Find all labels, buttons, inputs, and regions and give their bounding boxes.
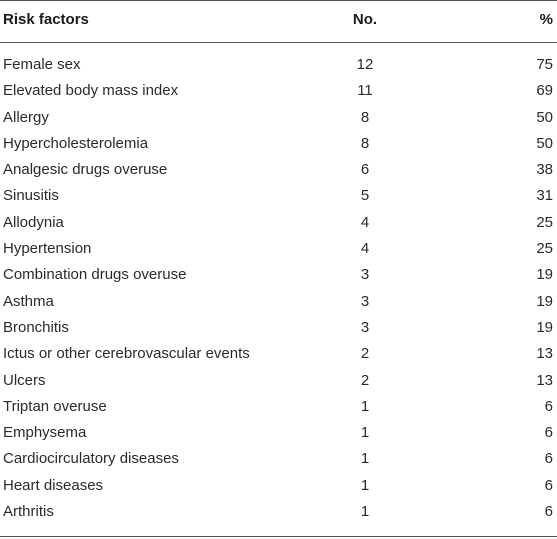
count-cell: 3 [360, 292, 370, 310]
risk-factor-cell: Combination drugs overuse [3, 266, 187, 284]
table-row: Analgesic drugs overuse 6 38 [0, 158, 557, 184]
count-cell: 1 [360, 424, 370, 442]
table-row: Hypercholesterolemia 8 50 [0, 132, 557, 158]
count-cell: 2 [360, 371, 370, 389]
risk-factor-cell: Female sex [3, 56, 81, 73]
count-cell: 5 [360, 187, 370, 205]
percent-cell: 6 [544, 450, 553, 468]
percent-cell: 19 [536, 266, 553, 284]
count-cell: 1 [360, 397, 370, 415]
table-row: Asthma 3 19 [0, 290, 557, 316]
count-cell: 12 [356, 56, 374, 73]
risk-factor-cell: Sinusitis [3, 187, 59, 205]
percent-cell: 6 [544, 503, 553, 521]
percent-cell: 25 [536, 213, 553, 231]
percent-cell: 31 [536, 187, 553, 205]
table-row: Bronchitis 3 19 [0, 316, 557, 342]
risk-factor-cell: Hypercholesterolemia [3, 134, 149, 152]
percent-cell: 69 [536, 82, 553, 100]
risk-factor-cell: Allergy [3, 108, 49, 126]
percent-cell: 50 [536, 134, 553, 152]
percent-cell: 19 [536, 318, 553, 336]
table-row: Triptan overuse 1 6 [0, 395, 557, 421]
table-bottom-rule [0, 536, 557, 537]
table-row: Combination drugs overuse 3 19 [0, 263, 557, 289]
count-cell: 8 [360, 108, 370, 126]
count-cell: 3 [360, 266, 370, 284]
risk-factor-cell: Triptan overuse [3, 397, 107, 415]
risk-factor-cell: Heart diseases [3, 476, 104, 494]
table-row: Arthritis 1 6 [0, 500, 557, 526]
percent-cell: 50 [536, 108, 553, 126]
risk-factor-cell: Analgesic drugs overuse [3, 161, 168, 179]
table-header: Risk factors No. % [0, 0, 557, 42]
percent-cell: 38 [536, 161, 553, 179]
header-risk-factors: Risk factors [3, 11, 89, 28]
percent-cell: 13 [536, 371, 553, 389]
risk-factor-cell: Asthma [3, 292, 54, 310]
count-cell: 11 [357, 82, 373, 100]
table-row: Emphysema 1 6 [0, 421, 557, 447]
count-cell: 4 [360, 213, 370, 231]
header-percent: % [539, 11, 553, 28]
header-no: No. [352, 11, 378, 28]
table-body: Female sex 12 75 Elevated body mass inde… [0, 53, 557, 526]
percent-cell: 6 [544, 424, 553, 442]
table-row: Allodynia 4 25 [0, 211, 557, 237]
header-divider-rule [0, 42, 557, 43]
count-cell: 1 [360, 450, 370, 468]
risk-factor-cell: Ulcers [3, 371, 46, 389]
table-row: Allergy 8 50 [0, 106, 557, 132]
table-row: Ictus or other cerebrovascular events 2 … [0, 342, 557, 368]
risk-factor-cell: Elevated body mass index [3, 82, 179, 100]
risk-factor-cell: Emphysema [3, 424, 87, 442]
percent-cell: 6 [544, 476, 553, 494]
table-row: Sinusitis 5 31 [0, 184, 557, 210]
percent-cell: 13 [536, 345, 553, 363]
table-top-rule [0, 0, 557, 1]
percent-cell: 19 [536, 292, 553, 310]
table-row: Female sex 12 75 [0, 53, 557, 79]
count-cell: 1 [360, 476, 370, 494]
count-cell: 1 [360, 503, 370, 521]
risk-factor-cell: Hypertension [3, 240, 92, 258]
percent-cell: 6 [544, 397, 553, 415]
count-cell: 8 [360, 134, 370, 152]
risk-factor-cell: Bronchitis [3, 318, 69, 336]
count-cell: 4 [360, 240, 370, 258]
count-cell: 2 [360, 345, 370, 363]
risk-factor-cell: Cardiocirculatory diseases [3, 450, 179, 468]
count-cell: 3 [360, 318, 370, 336]
risk-factor-cell: Ictus or other cerebrovascular events [3, 345, 250, 363]
table-row: Ulcers 2 13 [0, 369, 557, 395]
count-cell: 6 [360, 161, 370, 179]
risk-factor-cell: Arthritis [3, 503, 54, 521]
percent-cell: 75 [536, 56, 553, 73]
percent-cell: 25 [536, 240, 553, 258]
table-row: Heart diseases 1 6 [0, 474, 557, 500]
table-row: Cardiocirculatory diseases 1 6 [0, 447, 557, 473]
table-row: Elevated body mass index 11 69 [0, 79, 557, 105]
table-row: Hypertension 4 25 [0, 237, 557, 263]
risk-factor-cell: Allodynia [3, 213, 64, 231]
